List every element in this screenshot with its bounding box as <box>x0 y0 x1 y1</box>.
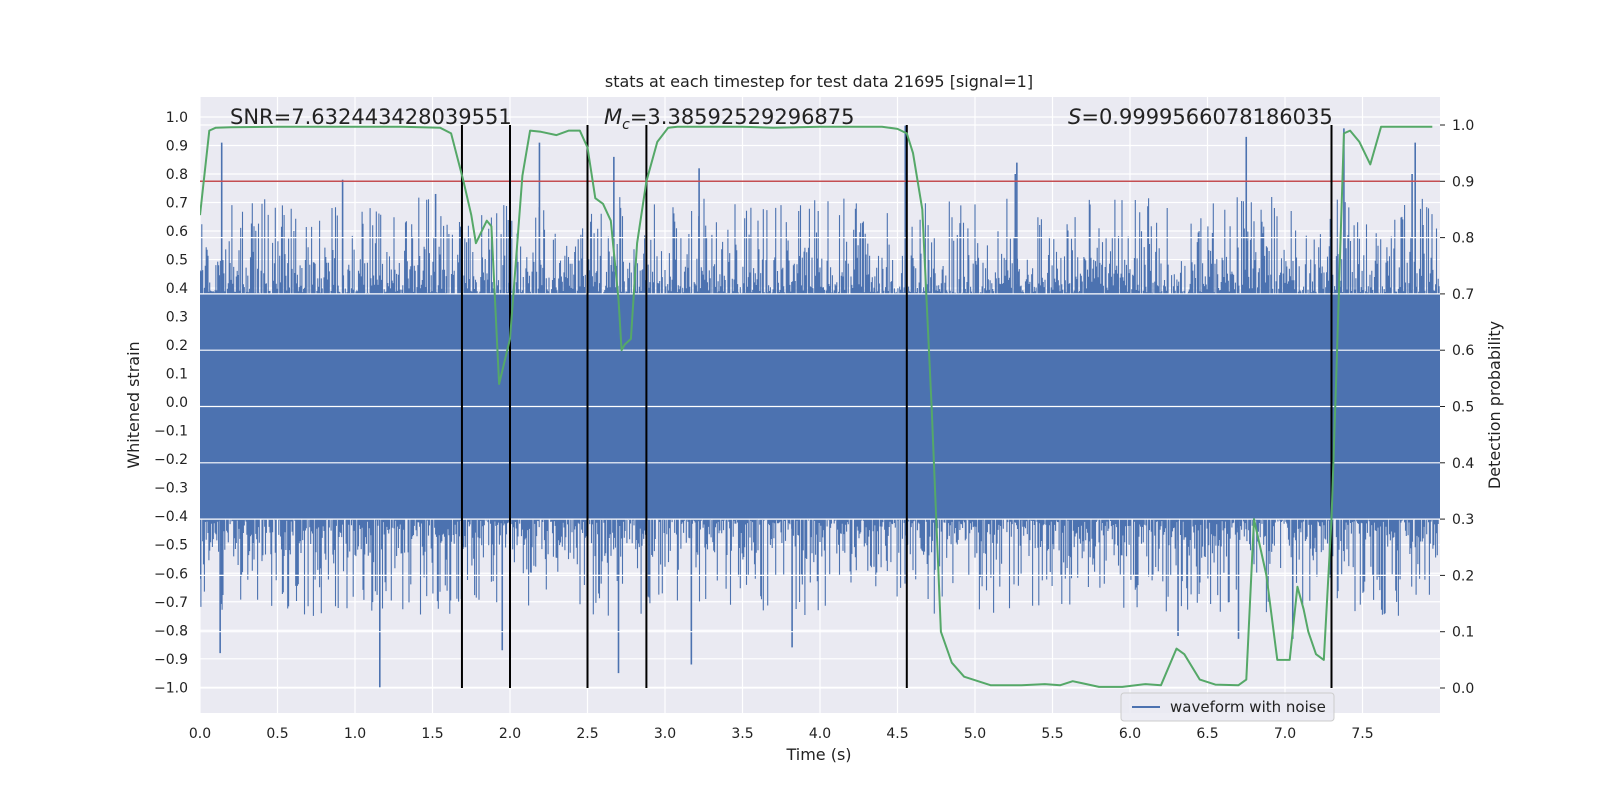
y-tick-label-right: 0.0 <box>1452 681 1474 697</box>
legend: waveform with noise <box>1120 692 1335 722</box>
chirp-mass-subscript: c <box>622 117 630 133</box>
y-tick-label-right: 0.7 <box>1452 287 1474 303</box>
x-tick-label: 0.0 <box>189 726 211 742</box>
y-tick-label-right: 0.1 <box>1452 625 1474 641</box>
y-tick-label-right: 0.8 <box>1452 231 1474 247</box>
x-tick-label: 3.5 <box>731 726 753 742</box>
y-tick-label-right: 0.4 <box>1452 456 1474 472</box>
x-tick-label: 2.0 <box>499 726 521 742</box>
x-tick-label: 1.5 <box>421 726 443 742</box>
x-axis-label: Time (s) <box>785 745 851 764</box>
y-tick-label-right: 1.0 <box>1452 118 1474 134</box>
x-tick-label: 5.5 <box>1041 726 1063 742</box>
x-tick-label: 7.5 <box>1351 726 1373 742</box>
score-symbol: S <box>1068 105 1081 129</box>
y-tick-label-left: 0.5 <box>166 253 188 269</box>
x-tick-label: 3.0 <box>654 726 676 742</box>
y-tick-label-right: 0.3 <box>1452 512 1474 528</box>
score-annotation: S=0.9999566078186035 <box>1068 105 1333 129</box>
y-tick-label-left: 0.1 <box>166 367 188 383</box>
y-axis-label-left: Whitened strain <box>124 341 143 468</box>
y-tick-label-left: 1.0 <box>166 110 188 126</box>
y-tick-label-left: −0.2 <box>154 452 188 468</box>
x-tick-label: 5.0 <box>964 726 986 742</box>
x-tick-label: 2.5 <box>576 726 598 742</box>
y-tick-label-left: −0.5 <box>154 538 188 554</box>
y-tick-label-left: 0.7 <box>166 196 188 212</box>
y-tick-label-left: −0.8 <box>154 623 188 639</box>
tick-layer: 0.0 0.5 1.0 1.5 2.0 2.5 3.0 3.5 4.0 4.5 5.0 5.5 6.0 6… <box>154 110 1474 742</box>
probability-series <box>200 125 1433 688</box>
y-tick-label-left: 0.0 <box>166 395 188 411</box>
legend-box <box>1120 692 1335 722</box>
y-tick-label-left: −0.9 <box>154 652 188 668</box>
x-tick-label: 4.0 <box>809 726 831 742</box>
score-value: =0.9999566078186035 <box>1081 105 1332 129</box>
y-tick-label-left: −0.4 <box>154 509 188 525</box>
chirp-mass-symbol: M <box>604 105 622 129</box>
x-tick-label: 0.5 <box>266 726 288 742</box>
y-tick-label-right: 0.5 <box>1452 400 1474 416</box>
y-tick-label-left: −0.7 <box>154 595 188 611</box>
chirp-mass-value: =3.38592529296875 <box>630 105 855 129</box>
chirp-mass-annotation: Mc=3.38592529296875 <box>604 105 855 133</box>
y-axis-label-right: Detection probability <box>1485 321 1504 489</box>
x-tick-label: 6.5 <box>1196 726 1218 742</box>
y-tick-label-left: −0.1 <box>154 424 188 440</box>
y-tick-label-left: 0.9 <box>166 138 188 154</box>
y-tick-label-left: 0.4 <box>166 281 188 297</box>
chart-title: stats at each timestep for test data 216… <box>605 72 1033 91</box>
y-tick-label-left: 0.8 <box>166 167 188 183</box>
x-tick-label: 7.0 <box>1274 726 1296 742</box>
probability-line <box>200 125 1433 688</box>
y-tick-label-left: −0.3 <box>154 481 188 497</box>
y-tick-label-left: 0.3 <box>166 310 188 326</box>
y-tick-label-right: 0.9 <box>1452 174 1474 190</box>
y-tick-label-right: 0.6 <box>1452 343 1474 359</box>
snr-annotation: SNR=7.632443428039551 <box>230 105 512 129</box>
x-tick-label: 6.0 <box>1119 726 1141 742</box>
y-tick-label-right: 0.2 <box>1452 568 1474 584</box>
y-tick-label-left: −1.0 <box>154 680 188 696</box>
x-tick-label: 4.5 <box>886 726 908 742</box>
x-tick-label: 1.0 <box>344 726 366 742</box>
y-tick-label-left: 0.6 <box>166 224 188 240</box>
vertical-lines <box>460 125 1333 688</box>
y-tick-label-left: 0.2 <box>166 338 188 354</box>
legend-label: waveform with noise <box>1170 698 1326 716</box>
y-tick-label-left: −0.6 <box>154 566 188 582</box>
